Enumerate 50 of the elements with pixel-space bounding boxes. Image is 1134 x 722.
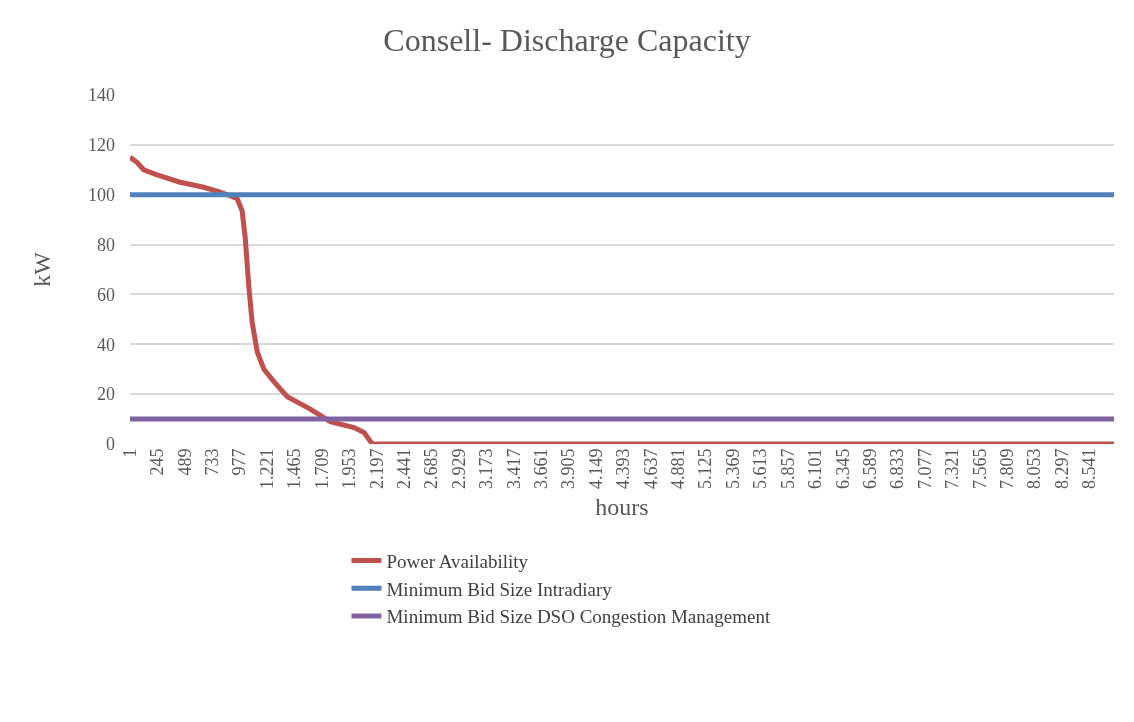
x-tick-label: 2.929: [448, 448, 469, 490]
x-tick-label: 6.589: [859, 448, 880, 490]
x-tick-label: 8.297: [1051, 448, 1072, 490]
x-tick-label: 7.565: [969, 448, 990, 490]
x-tick-label: 489: [174, 448, 195, 476]
x-tick-label: 245: [147, 448, 168, 476]
x-tick-label: 5.125: [695, 448, 716, 490]
x-tick-label: 3.661: [531, 448, 552, 490]
y-tick-label: 60: [97, 284, 115, 305]
x-tick-label: 3.417: [503, 448, 524, 490]
x-tick-label: 7.077: [914, 448, 935, 490]
x-tick-label: 5.613: [750, 448, 771, 490]
x-tick-label: 4.393: [613, 448, 634, 490]
x-tick-label: 6.833: [887, 448, 908, 490]
x-tick-label: 733: [202, 448, 223, 476]
y-tick-label: 120: [88, 135, 115, 156]
y-tick-label: 100: [88, 185, 115, 206]
y-tick-label: 40: [97, 334, 115, 355]
x-axis-title: hours: [595, 494, 649, 521]
x-tick-label: 4.637: [640, 448, 661, 490]
x-tick-label: 7.321: [942, 448, 963, 490]
y-tick-label: 80: [97, 234, 115, 255]
x-tick-label: 7.809: [997, 448, 1018, 490]
x-tick-label: 4.881: [668, 448, 689, 490]
x-tick-label: 1.709: [311, 448, 332, 490]
chart-title: Consell- Discharge Capacity: [383, 22, 751, 59]
x-tick-label: 8.541: [1079, 448, 1100, 490]
x-tick-label: 2.441: [393, 448, 414, 490]
legend-label: Minimum Bid Size DSO Congestion Management: [386, 606, 771, 628]
x-tick-label: 8.053: [1024, 448, 1045, 490]
legend-label: Minimum Bid Size Intradiary: [386, 578, 613, 600]
x-tick-label: 1.465: [284, 448, 305, 490]
legend-label: Power Availability: [386, 550, 529, 572]
x-tick-label: 5.857: [777, 448, 798, 490]
x-tick-label: 6.345: [832, 448, 853, 490]
x-tick-label: 1.221: [256, 448, 277, 490]
y-axis-title: kW: [29, 251, 56, 287]
x-tick-label: 2.197: [366, 448, 387, 490]
x-tick-label: 977: [229, 448, 250, 476]
x-tick-label: 1.953: [339, 448, 360, 490]
x-tick-label: 1: [119, 448, 140, 458]
y-tick-label: 20: [97, 384, 115, 405]
x-tick-label: 3.905: [558, 448, 579, 490]
x-tick-label: 3.173: [476, 448, 497, 490]
x-tick-label: 5.369: [722, 448, 743, 490]
x-tick-label: 6.101: [805, 448, 826, 490]
y-tick-label: 0: [106, 434, 115, 455]
y-tick-label: 140: [88, 85, 115, 106]
x-tick-label: 4.149: [585, 448, 606, 490]
x-tick-label: 2.685: [421, 448, 442, 490]
